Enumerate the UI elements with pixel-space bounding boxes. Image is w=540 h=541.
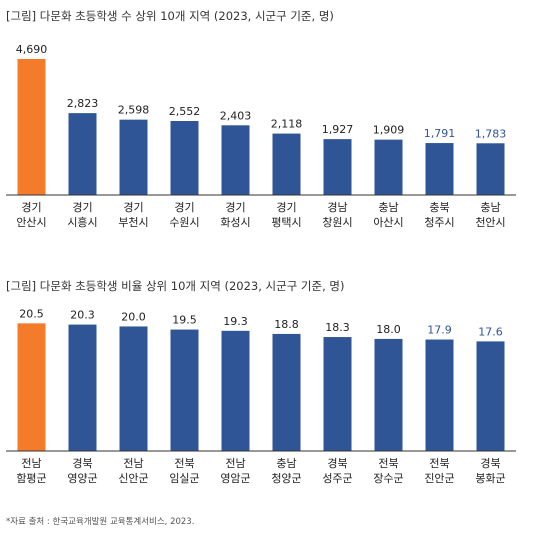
value-label-4: 2,552 — [169, 105, 201, 118]
category-label-10-line-1: 충남 — [480, 201, 500, 214]
value-label-3: 2,598 — [118, 104, 150, 117]
category-label-6-line-2: 청양군 — [271, 472, 301, 485]
category-label-5-line-1: 전남 — [225, 457, 245, 470]
category-label-4-line-2: 수원시 — [169, 216, 199, 229]
value-label-6: 2,118 — [271, 118, 303, 131]
bar-5 — [221, 330, 250, 451]
bar-8 — [374, 139, 403, 195]
category-label-10-line-2: 봉화군 — [475, 472, 505, 485]
category-label-4-line-2: 임실군 — [169, 472, 199, 485]
value-label-3: 20.0 — [121, 310, 146, 323]
category-label-10-line-1: 경북 — [480, 457, 500, 470]
chart1-svg: 4,690경기안산시2,823경기시흥시2,598경기부천시2,552경기수원시… — [6, 43, 516, 229]
category-label-8-line-2: 장수군 — [373, 472, 403, 485]
category-label-8-line-1: 충남 — [378, 201, 398, 214]
value-label-10: 1,783 — [475, 127, 507, 140]
bar-5 — [221, 125, 250, 195]
category-label-7-line-1: 경남 — [327, 201, 347, 214]
source-note: *자료 출처 : 한국교육개발원 교육통계서비스, 2023. — [6, 517, 195, 527]
category-label-1-line-2: 함평군 — [16, 472, 46, 485]
category-label-8-line-2: 아산시 — [373, 216, 403, 229]
category-label-9-line-2: 청주시 — [424, 216, 454, 229]
category-label-5-line-1: 경기 — [225, 201, 245, 214]
value-label-5: 19.3 — [223, 315, 248, 328]
category-label-1-line-2: 안산시 — [16, 216, 46, 229]
bar-6 — [272, 133, 301, 195]
category-label-6-line-1: 충남 — [276, 457, 296, 470]
category-label-3-line-1: 전남 — [123, 457, 143, 470]
category-label-2-line-2: 시흥시 — [67, 215, 97, 229]
category-label-3-line-1: 경기 — [123, 201, 143, 214]
category-label-7-line-1: 경북 — [327, 457, 347, 470]
category-label-7-line-2: 성주군 — [322, 472, 352, 485]
value-label-7: 18.3 — [325, 321, 350, 334]
category-label-1-line-1: 경기 — [21, 201, 41, 214]
category-label-2-line-1: 경북 — [72, 457, 92, 470]
category-label-5-line-2: 화성시 — [220, 216, 250, 229]
bar-9 — [425, 143, 454, 195]
value-label-10: 17.6 — [478, 325, 503, 338]
category-label-9-line-1: 충북 — [429, 201, 449, 214]
value-label-4: 19.5 — [172, 314, 197, 327]
value-label-9: 17.9 — [427, 324, 452, 337]
category-label-4-line-1: 경기 — [174, 201, 194, 214]
value-label-2: 20.3 — [70, 309, 95, 322]
bar-3 — [119, 119, 148, 195]
category-label-7-line-2: 창원시 — [322, 216, 352, 229]
bar-9 — [425, 339, 454, 451]
bar-7 — [323, 139, 352, 195]
value-label-1: 4,690 — [16, 43, 48, 56]
category-label-2-line-2: 영양군 — [67, 472, 97, 485]
category-label-9-line-2: 진안군 — [424, 472, 454, 485]
category-label-5-line-2: 영암군 — [220, 472, 250, 485]
bar-1 — [17, 58, 46, 196]
value-label-5: 2,403 — [220, 109, 252, 122]
category-label-1-line-1: 전남 — [21, 457, 41, 470]
bar-2 — [68, 324, 97, 451]
bar-4 — [170, 120, 199, 195]
bar-10 — [476, 143, 505, 195]
category-label-6-line-1: 경기 — [276, 201, 296, 214]
category-label-8-line-1: 전북 — [378, 457, 398, 470]
value-label-1: 20.5 — [19, 307, 44, 320]
bar-2 — [68, 113, 97, 195]
value-label-7: 1,927 — [322, 123, 354, 136]
category-label-6-line-2: 평택시 — [271, 216, 301, 229]
bar-7 — [323, 337, 352, 451]
bar-4 — [170, 329, 199, 451]
bar-10 — [476, 341, 505, 451]
category-label-3-line-2: 부천시 — [118, 215, 148, 229]
value-label-2: 2,823 — [67, 97, 99, 110]
bar-3 — [119, 326, 148, 451]
bar-6 — [272, 333, 301, 451]
category-label-3-line-2: 신안군 — [118, 472, 148, 485]
value-label-8: 1,909 — [373, 124, 405, 137]
category-label-2-line-1: 경기 — [72, 201, 92, 214]
category-label-4-line-1: 전북 — [174, 457, 194, 470]
bar-8 — [374, 338, 403, 451]
chart1-title: [그림] 다문화 초등학생 수 상위 10개 지역 (2023, 시군구 기준,… — [6, 9, 334, 23]
bar-1 — [17, 323, 46, 451]
value-label-6: 18.8 — [274, 318, 299, 331]
category-label-9-line-1: 전북 — [429, 457, 449, 470]
chart2-title: [그림] 다문화 초등학생 비율 상위 10개 지역 (2023, 시군구 기준… — [6, 279, 345, 293]
value-label-8: 18.0 — [376, 323, 401, 336]
value-label-9: 1,791 — [424, 127, 456, 140]
category-label-10-line-2: 천안시 — [475, 215, 505, 229]
